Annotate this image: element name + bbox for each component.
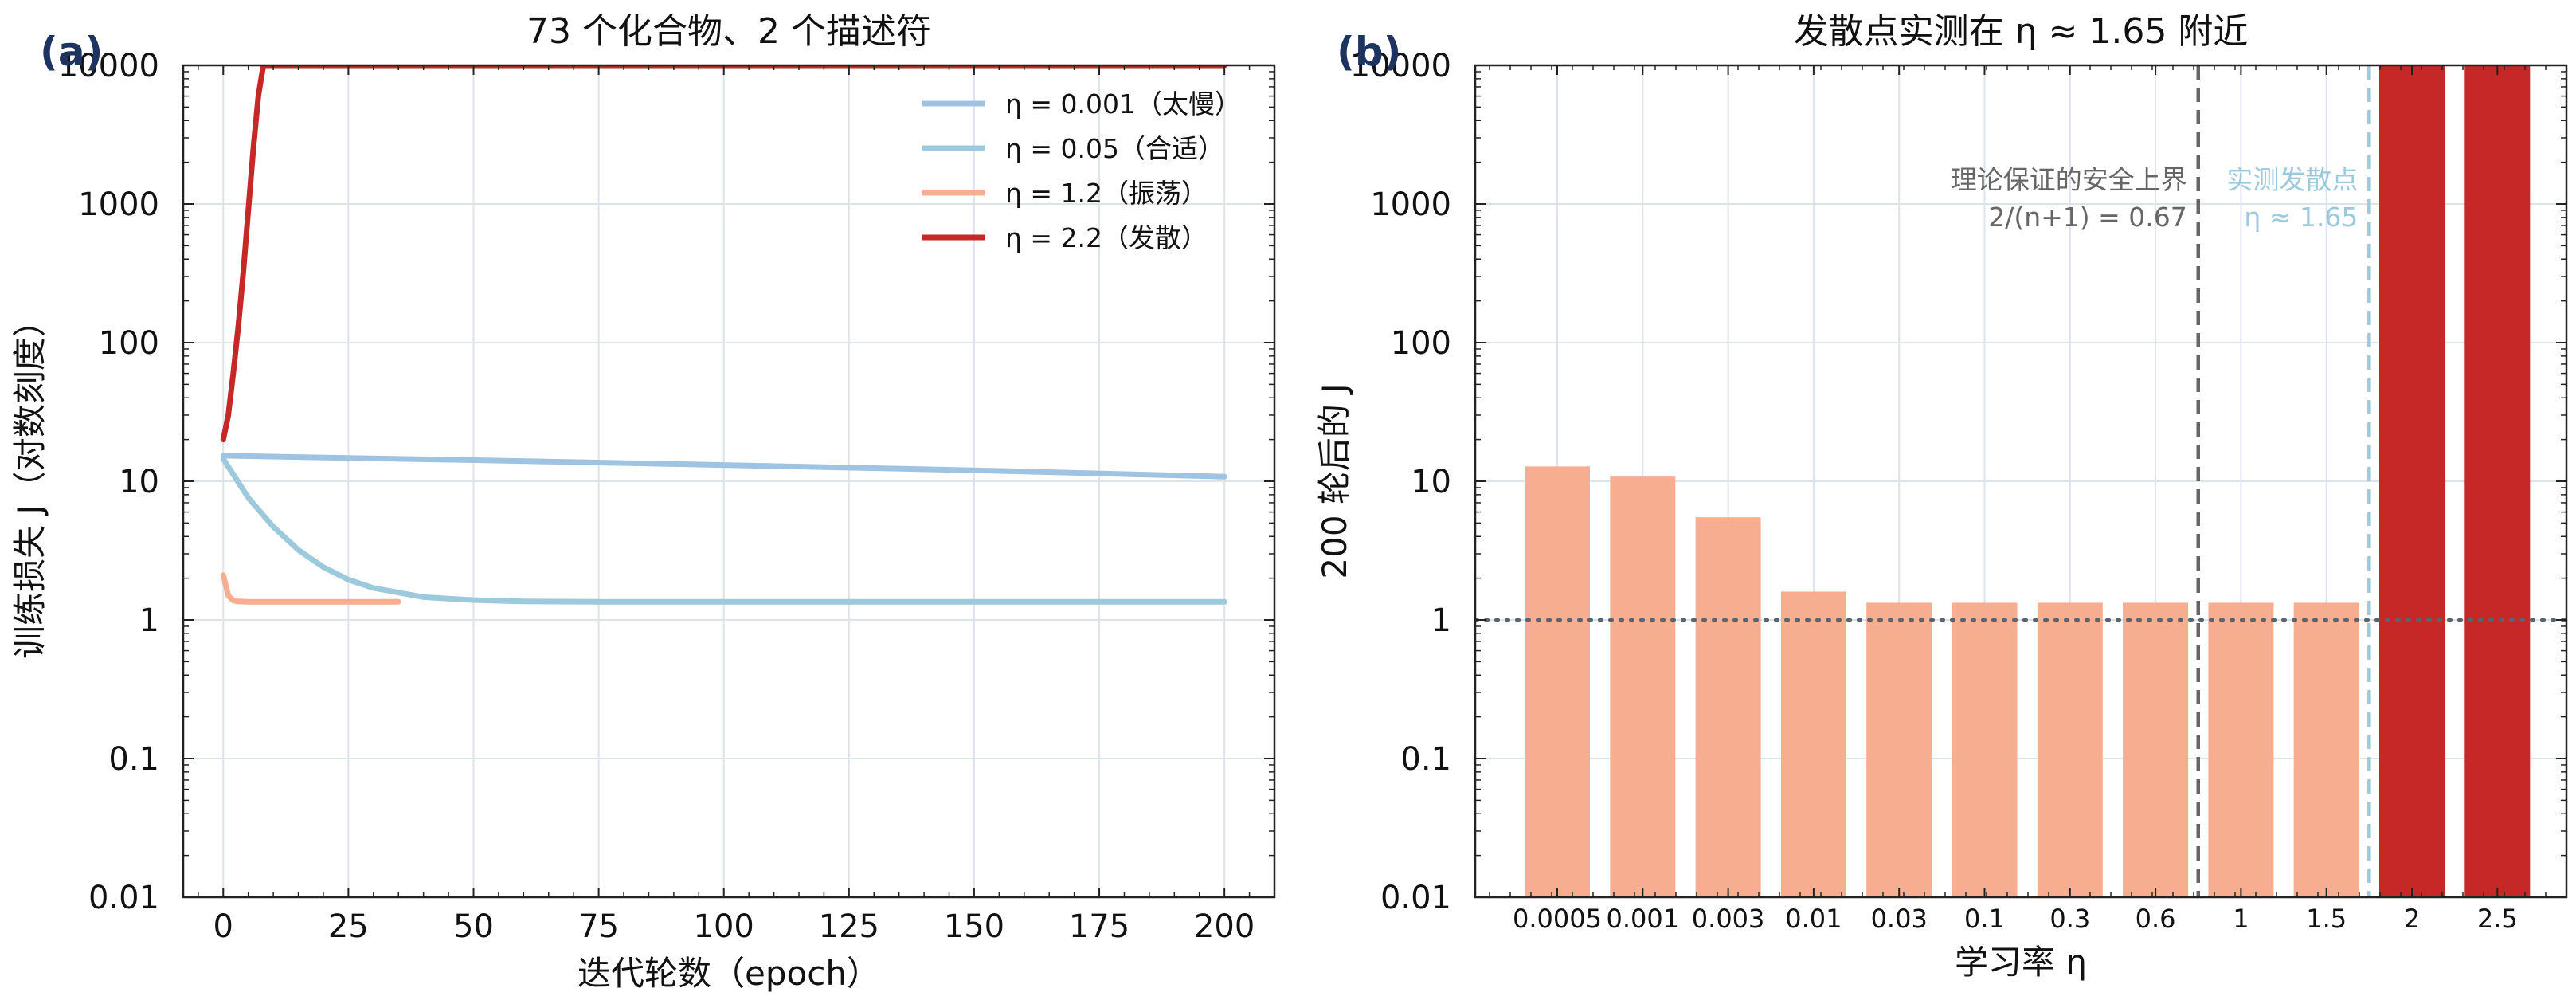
b-x-tick-label: 0.6	[2136, 904, 2176, 934]
b-x-tick-label: 0.003	[1692, 904, 1765, 934]
b-bars	[1525, 65, 2531, 897]
b-annotation-text-1-line2: 2/(n+1) = 0.67	[1988, 202, 2187, 233]
b-panel-label: (b)	[1337, 29, 1402, 75]
b-bar	[1695, 517, 1761, 897]
a-y-axis-label: 训练损失 J（对数刻度）	[10, 304, 49, 659]
b-annotation-text-2-line2: η ≈ 1.65	[2244, 202, 2358, 233]
b-x-tick-label: 2	[2404, 904, 2420, 934]
a-y-tick-label: 10000	[58, 48, 159, 84]
a-x-tick-label: 175	[1069, 908, 1129, 945]
a-series-line-2	[220, 456, 1227, 605]
b-bar	[2293, 602, 2359, 897]
a-x-axis-label: 迭代轮数（epoch）	[577, 954, 880, 993]
a-x-tick-label: 25	[328, 908, 369, 945]
a-x-tick-label: 100	[694, 908, 754, 945]
b-x-tick-label: 0.1	[1964, 904, 2005, 934]
b-bar	[1610, 476, 1676, 897]
b-y-tick-label: 100	[1391, 325, 1451, 362]
b-annotations: 理论保证的安全上界 2/(n+1) = 0.67 实测发散点 η ≈ 1.65	[1951, 164, 2359, 233]
a-x-tick-label: 75	[578, 908, 619, 945]
panel-b: 0.01 0.1 1 10 100 1000 10000 0.0005 0.001 0.003 0.…	[1315, 11, 2568, 982]
a-legend-label-3: η = 1.2（振荡）	[1005, 178, 1208, 209]
a-x-tick-label: 0	[213, 908, 233, 945]
b-bar	[1952, 602, 2018, 897]
b-y-tick-label: 10	[1411, 464, 1451, 500]
b-annotation-text-2-line1: 实测发散点	[2226, 164, 2358, 195]
b-x-tick-label: 2.5	[2477, 904, 2518, 934]
a-y-tick-label: 0.01	[88, 880, 159, 916]
a-series-line-4	[220, 65, 1227, 443]
b-x-tick-label: 0.3	[2049, 904, 2090, 934]
b-bar	[2379, 65, 2445, 897]
a-gridlines	[183, 65, 1274, 898]
b-y-tick-label: 0.01	[1380, 880, 1451, 916]
a-ticks: 0 25 50 75 100 125 150 175 200 0.01 0.1 1 10 100 1000 1…	[58, 48, 1275, 945]
a-legend-label-4: η = 2.2（发散）	[1005, 222, 1208, 253]
a-series-lines	[220, 65, 1227, 605]
b-y-tick-label: 1	[1431, 602, 1451, 639]
b-x-tick-label: 0.0005	[1513, 904, 1602, 934]
b-bar	[2208, 602, 2274, 897]
b-title: 发散点实测在 η ≈ 1.65 附近	[1794, 11, 2249, 52]
a-series-line-3	[220, 572, 401, 605]
a-x-tick-label: 125	[819, 908, 879, 945]
b-bar	[2037, 602, 2103, 897]
b-y-tick-label: 1000	[1370, 186, 1451, 223]
b-x-tick-label: 1.5	[2306, 904, 2347, 934]
a-x-tick-label: 200	[1194, 908, 1255, 945]
a-legend-label-2: η = 0.05（合适）	[1005, 133, 1224, 164]
b-bar	[2464, 65, 2531, 897]
a-y-tick-label: 1	[139, 602, 159, 639]
a-y-tick-label: 1000	[78, 186, 159, 223]
a-title: 73 个化合物、2 个描述符	[527, 11, 931, 52]
a-x-tick-label: 150	[944, 908, 1004, 945]
b-bar	[1525, 466, 1590, 897]
b-x-tick-label: 0.03	[1871, 904, 1928, 934]
a-panel-label: (a)	[40, 29, 103, 75]
a-y-tick-label: 10	[119, 464, 159, 500]
b-x-axis-label: 学习率 η	[1955, 943, 2087, 982]
b-reference-lines	[1474, 65, 2568, 897]
panel-a: 0 25 50 75 100 125 150 175 200 0.01 0.1 1 10 100 1000 1…	[10, 11, 1276, 993]
a-series-line-1	[220, 453, 1227, 480]
b-bar	[1866, 602, 1932, 897]
a-legend-label-1: η = 0.001（太慢）	[1005, 88, 1241, 120]
b-x-tick-label: 0.01	[1785, 904, 1842, 934]
b-annotation-text-1-line1: 理论保证的安全上界	[1951, 164, 2187, 195]
a-y-tick-label: 0.1	[108, 741, 159, 778]
a-x-tick-label: 50	[453, 908, 494, 945]
b-bar	[2123, 602, 2189, 897]
b-y-tick-label: 0.1	[1400, 741, 1451, 778]
b-y-tick-label: 10000	[1350, 48, 1451, 84]
b-bar	[1780, 591, 1846, 897]
a-y-tick-label: 100	[99, 325, 159, 362]
b-x-tick-label: 1	[2233, 904, 2249, 934]
b-ticks: 0.01 0.1 1 10 100 1000 10000 0.0005 0.001 0.003 0.…	[1350, 48, 2566, 934]
b-x-tick-label: 0.001	[1606, 904, 1679, 934]
b-y-axis-label: 200 轮后的 J	[1315, 383, 1354, 578]
a-legend: η = 0.001（太慢） η = 0.05（合适） η = 1.2（振荡） η = …	[922, 88, 1241, 253]
